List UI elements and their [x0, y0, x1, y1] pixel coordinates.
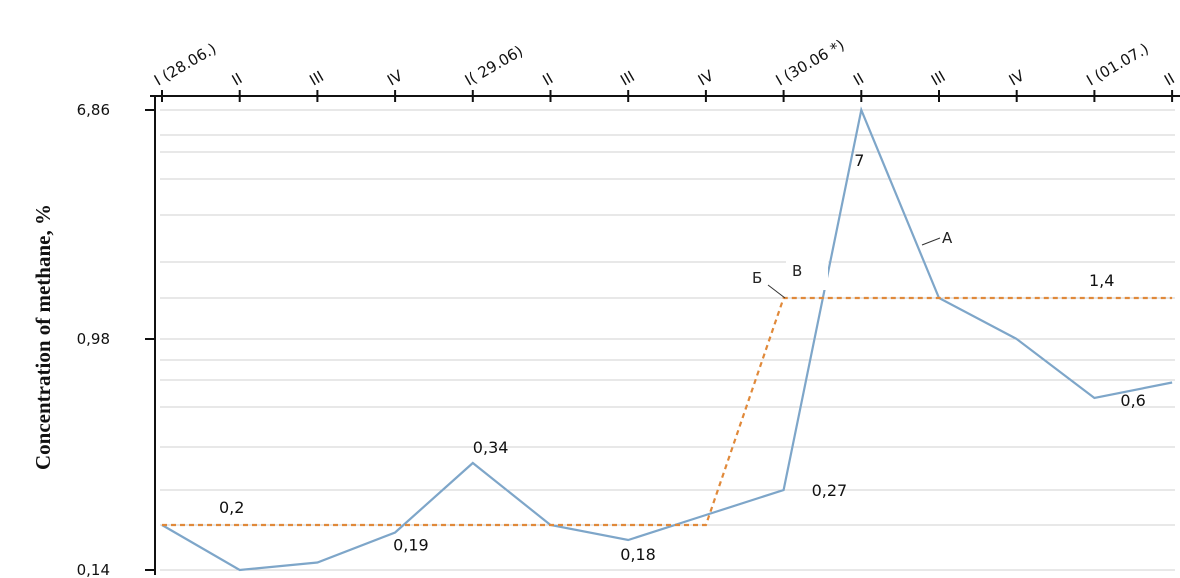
data-label: 0,19 [393, 536, 429, 555]
x-tick-label: I (30.06 *) [773, 36, 848, 90]
y-tick-label: 0,98 [77, 330, 110, 348]
annotation-b-leader [767, 284, 786, 299]
y-tick-label: 0,14 [77, 561, 110, 578]
data-label: 7 [854, 151, 864, 170]
gridlines [160, 109, 1175, 571]
x-tick-label: II [1161, 69, 1178, 89]
x-tick-label: IV [384, 66, 406, 89]
series-line-0 [161, 106, 1173, 572]
annotation-box [786, 257, 828, 290]
data-labels: 0,19 0,34 0,18 0,27 7 0,6 0,2 1,4 A Б B [219, 151, 1146, 564]
y-axis-label: Concentration of methane, % [31, 204, 55, 470]
data-label: 1,4 [1089, 271, 1114, 290]
data-label: 0,2 [219, 498, 244, 517]
x-tick-label: II [850, 69, 867, 89]
axes: 6,860,980,14I (28.06.) II III IV I( 29.06) II… [77, 36, 1180, 578]
x-tick-label: I (01.07.) [1083, 40, 1151, 90]
x-tick-label: II [540, 69, 557, 89]
data-label: 0,27 [812, 481, 848, 500]
x-tick-label: II [229, 69, 246, 89]
y-tick-label: 6,86 [77, 101, 110, 119]
series-line-1 [162, 296, 1173, 527]
x-tick-label: I( 29.06) [462, 42, 526, 90]
x-tick-label: III [928, 67, 949, 89]
annotation-a-leader [921, 237, 941, 246]
series-group [161, 106, 1173, 572]
x-tick-label: IV [1006, 66, 1028, 89]
annotation-a: A [942, 229, 953, 247]
data-label: 0,6 [1120, 391, 1145, 410]
x-tick-label: IV [695, 66, 717, 89]
x-tick-label: III [617, 67, 638, 89]
data-label: 0,18 [620, 545, 656, 564]
annotation-be: Б [752, 269, 762, 287]
annotation-v: B [792, 262, 802, 280]
data-label: 0,34 [473, 438, 509, 457]
x-tick-label: I (28.06.) [151, 40, 219, 90]
x-tick-label: III [306, 67, 327, 89]
